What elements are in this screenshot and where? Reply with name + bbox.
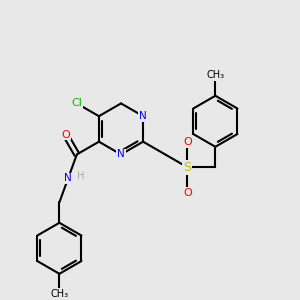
Text: N: N xyxy=(117,149,125,159)
Text: N: N xyxy=(139,111,147,121)
Text: S: S xyxy=(183,161,191,174)
Text: CH₃: CH₃ xyxy=(50,289,68,299)
Text: N: N xyxy=(64,173,72,183)
Text: H: H xyxy=(77,171,85,181)
Text: Cl: Cl xyxy=(71,98,82,108)
Text: O: O xyxy=(183,137,192,147)
Text: CH₃: CH₃ xyxy=(206,70,224,80)
Text: O: O xyxy=(61,130,70,140)
Text: O: O xyxy=(183,188,192,198)
